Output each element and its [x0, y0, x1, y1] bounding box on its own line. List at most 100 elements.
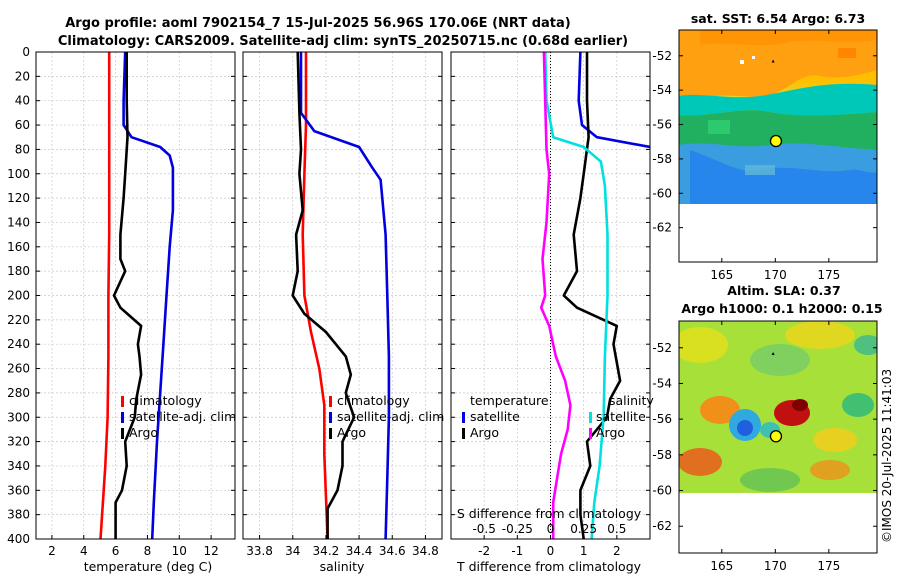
y-tick-label: 300: [7, 410, 30, 424]
y-tick-label: 240: [7, 337, 30, 351]
x-tick-label: -2: [478, 544, 490, 558]
series-climatology: [301, 52, 329, 539]
y-tick-label: 40: [15, 94, 30, 108]
x-tick-label: -1: [511, 544, 523, 558]
series-temperature-argo: [562, 52, 622, 539]
y-tick-label: 340: [7, 459, 30, 473]
legend-swatch-sal-argo: [589, 428, 592, 439]
sla-field: [679, 321, 877, 493]
legend-swatch-temp-argo: [462, 428, 465, 439]
series-salinity-satellite: [543, 52, 609, 539]
legend-label-sal-satellite: satellite: [596, 409, 646, 424]
sst-map-title: sat. SST: 6.54 Argo: 6.73: [691, 11, 865, 26]
x-tick-label: 34: [285, 544, 300, 558]
top-x-tick-label: -0.5: [472, 522, 495, 536]
x-tick-label: 10: [172, 544, 187, 558]
x-tick-label: 34.6: [379, 544, 406, 558]
legend-label-climatology: climatology: [129, 393, 202, 408]
y-tick-label: -62: [652, 519, 672, 533]
x-tick-label: 12: [203, 544, 218, 558]
y-tick-label: -54: [652, 83, 672, 97]
series-group: [539, 52, 650, 539]
legend-label-satellite: satellite-adj. clim: [337, 409, 444, 424]
grid: [36, 51, 235, 540]
map-frame: [678, 29, 878, 263]
y-tick-label: 320: [7, 435, 30, 449]
argo-location-marker: [769, 134, 783, 148]
y-tick-label: 120: [7, 191, 30, 205]
x-tick-label: 165: [710, 559, 733, 573]
legend-swatch-climatology: [121, 396, 124, 407]
legend-title-temperature: temperature: [470, 393, 549, 408]
y-tick-label: 100: [7, 167, 30, 181]
timestamp: ©IMOS 20-Jul-2025 11:41:03: [880, 369, 894, 543]
x-tick-label: 175: [817, 559, 840, 573]
legend-label-climatology: climatology: [337, 393, 410, 408]
x-tick-label: 2: [48, 544, 56, 558]
series-satellite-adj-clim: [299, 52, 391, 539]
legend-label-satellite: satellite-adj. clim: [129, 409, 236, 424]
x-tick-label: 1: [580, 544, 588, 558]
salinity-legend: climatology satellite-adj. clim Argo: [329, 393, 444, 440]
series-argo: [291, 52, 356, 539]
legend-swatch-climatology: [329, 396, 332, 407]
y-tick-label: 260: [7, 362, 30, 376]
difference-top-xlabel: S difference from climatology: [457, 506, 642, 521]
y-tick-label: 140: [7, 215, 30, 229]
map-frame: [678, 320, 878, 554]
legend-swatch-sal-satellite: [589, 412, 592, 423]
y-tick-label: 20: [15, 69, 30, 83]
temperature-legend: climatology satellite-adj. clim Argo: [121, 393, 236, 440]
x-tick-label: 165: [710, 268, 733, 282]
y-tick-label: 280: [7, 386, 30, 400]
y-tick-label: -52: [652, 341, 672, 355]
legend-label-argo: Argo: [337, 425, 366, 440]
y-tick-label: -52: [652, 49, 672, 63]
salinity-panel: 33.8 34 34.2 34.4 34.6 34.8: [242, 51, 443, 558]
series-argo: [112, 52, 143, 539]
sla-map-title-line1: Altim. SLA: 0.37: [727, 283, 840, 298]
argo-track-mark: ▴: [772, 58, 775, 65]
y-tick-label: 360: [7, 483, 30, 497]
legend-swatch-argo: [121, 428, 124, 439]
x-tick-label: 175: [817, 268, 840, 282]
x-tick-label: 4: [80, 544, 88, 558]
y-tick-label: -58: [652, 448, 672, 462]
series-group: [99, 52, 175, 539]
sst-field: [679, 30, 877, 204]
figure-title-line2: Climatology: CARS2009. Satellite-adj cli…: [58, 34, 628, 49]
x-tick-label: 34.2: [313, 544, 340, 558]
y-tick-label: -60: [652, 186, 672, 200]
y-tick-label: 180: [7, 264, 30, 278]
legend-swatch-temp-satellite: [462, 412, 465, 423]
top-x-tick-label: 0.5: [607, 522, 626, 536]
top-x-tick-label: 0: [547, 522, 555, 536]
y-tick-label: 380: [7, 508, 30, 522]
top-x-tick-label: -0.25: [502, 522, 533, 536]
sst-map: sat. SST: 6.54 Argo: 6.73 -52 -54 -56 -58 -6…: [652, 11, 878, 282]
x-tick-label: 8: [144, 544, 152, 558]
y-tick-label: -62: [652, 221, 672, 235]
y-tick-label: -56: [652, 412, 672, 426]
salinity-xlabel: salinity: [320, 559, 365, 574]
legend-title-salinity: salinity: [609, 393, 654, 408]
series-temperature-satellite: [577, 52, 650, 149]
sla-axes: -52 -54 -56 -58 -60 -62 165 170 175 ▴: [652, 320, 878, 573]
y-tick-label: -56: [652, 118, 672, 132]
y-tick-label: -60: [652, 484, 672, 498]
x-tick-label: 170: [764, 559, 787, 573]
temperature-xlabel: temperature (deg C): [84, 559, 213, 574]
y-tick-label: -54: [652, 376, 672, 390]
x-tick-label: 0: [547, 544, 555, 558]
series-climatology: [99, 52, 111, 539]
x-tick-label: 33.8: [246, 544, 273, 558]
difference-xlabel: T difference from climatology: [456, 559, 642, 574]
y-tick-label: 60: [15, 118, 30, 132]
temperature-panel: 0 20 40 60 80 100 120 140 160 180 200 220 240 260 280 3…: [7, 45, 236, 558]
x-tick-label: 34.4: [346, 544, 373, 558]
sst-axes: -52 -54 -56 -58 -60 -62 165 170 175 ▴: [652, 29, 878, 282]
y-tick-label: -58: [652, 152, 672, 166]
legend-label-argo: Argo: [129, 425, 158, 440]
legend-swatch-satellite: [121, 412, 124, 423]
x-tick-label: 170: [764, 268, 787, 282]
